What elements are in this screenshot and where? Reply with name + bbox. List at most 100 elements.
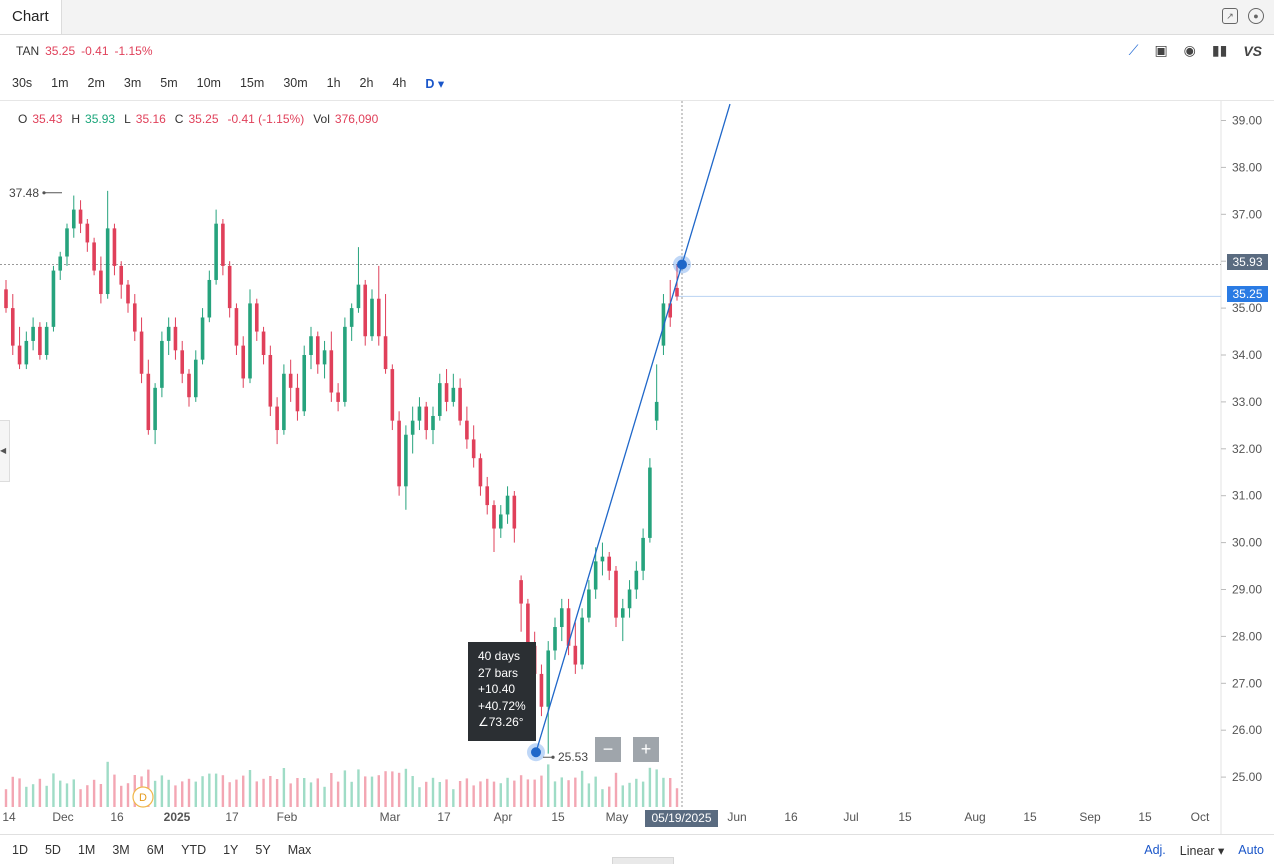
range-ytd[interactable]: YTD [181, 843, 207, 857]
candle-body [356, 284, 361, 309]
candle-body [559, 608, 564, 628]
interval-2h[interactable]: 2h [359, 76, 374, 90]
range-6m[interactable]: 6M [146, 843, 165, 857]
x-tick-label: 17 [437, 810, 451, 824]
ticker-symbol[interactable]: TAN [16, 44, 40, 58]
range-1d[interactable]: 1D [12, 843, 28, 857]
x-tick-label: May [606, 810, 629, 824]
candle-body [553, 627, 557, 651]
ohlc-legend: O 35.43 H 35.93 L 35.16 C 35.25 -0.41 (-… [18, 112, 378, 126]
scrollbar-thumb[interactable] [612, 857, 674, 864]
auto-scale-toggle[interactable]: Auto [1238, 843, 1264, 857]
volume-bar [72, 779, 75, 807]
volume-bar [208, 773, 211, 807]
interval-5m[interactable]: 5m [160, 76, 178, 90]
indicator-icon[interactable]: ▣ [1154, 42, 1168, 58]
volume-bar [181, 781, 184, 807]
scale-dropdown[interactable]: Linear ▾ [1179, 844, 1225, 858]
volume-bar [445, 779, 448, 807]
candle-body [485, 486, 490, 506]
volume-bar [336, 781, 340, 807]
range-5d[interactable]: 5D [44, 843, 61, 857]
period-high-label: 37.48 [9, 186, 39, 200]
candle-body [187, 373, 191, 398]
settings-icon[interactable]: ● [1248, 8, 1264, 24]
x-tick-label: Apr [494, 810, 513, 824]
candle-body [668, 303, 673, 318]
candle-body [634, 570, 639, 590]
range-5y[interactable]: 5Y [255, 843, 271, 857]
candle-body [24, 340, 29, 365]
candle-body [512, 495, 517, 529]
x-tick-label: Oct [1191, 810, 1210, 824]
candle-body [417, 406, 422, 421]
volume-bar [397, 772, 401, 807]
compare-button[interactable]: VS [1243, 42, 1262, 59]
volume-bar [452, 789, 455, 807]
candle-body [126, 284, 130, 304]
candle-body [343, 326, 347, 402]
volume-bar [499, 783, 502, 807]
volume-bar [289, 783, 292, 807]
interval-4h[interactable]: 4h [392, 76, 407, 90]
range-1y[interactable]: 1Y [223, 843, 239, 857]
volume-bar [160, 775, 164, 807]
candle-body [153, 387, 157, 431]
interval-1m[interactable]: 1m [51, 76, 69, 90]
x-tick-label: Sep [1079, 810, 1101, 824]
range-3m[interactable]: 3M [112, 843, 130, 857]
interval-3m[interactable]: 3m [123, 76, 142, 90]
volume-bar [526, 779, 530, 807]
zoom-out-button[interactable]: − [595, 737, 621, 762]
y-tick-label: 25.00 [1232, 770, 1262, 784]
chart-icon[interactable]: ↗ [1222, 8, 1238, 24]
volume-bar [296, 778, 299, 807]
earnings-marker-label: D [139, 792, 147, 804]
candle-body [363, 284, 368, 337]
interval-10m[interactable]: 10m [196, 76, 221, 90]
zoom-in-button[interactable]: + [633, 737, 659, 762]
volume-bar [425, 781, 428, 807]
adjusted-toggle[interactable]: Adj. [1144, 843, 1166, 857]
tab-bar: Chart ↗ ● [0, 0, 1274, 35]
volume-bar [228, 782, 231, 807]
candle-type-icon[interactable]: ▮▮ [1211, 42, 1228, 58]
candle-body [4, 289, 8, 309]
candle-body [146, 373, 151, 431]
volume-bar [126, 783, 130, 807]
x-tick-label: 17 [225, 810, 239, 824]
candle-body [383, 336, 388, 370]
candle-body [85, 223, 90, 243]
collapse-handle[interactable]: ◀ [0, 420, 10, 482]
candle-body [78, 209, 83, 224]
candle-body [654, 401, 659, 421]
volume-bar [174, 785, 177, 807]
interval-30s[interactable]: 30s [12, 76, 33, 90]
price-chart[interactable]: 25.00 26.00 27.00 28.00 29.00 30.00 31.00 32.00… [0, 101, 1274, 834]
volume-bar [262, 778, 265, 807]
volume-bar [323, 786, 326, 807]
candle-body [119, 265, 124, 285]
candle-body [397, 420, 401, 487]
volume-bar [560, 777, 563, 807]
candle-body [648, 467, 652, 538]
volume-bar [214, 773, 218, 807]
candle-body [139, 331, 144, 374]
interval-30m[interactable]: 30m [283, 76, 308, 90]
volume-bar [492, 781, 496, 807]
last-price-badge: 35.25 [1227, 286, 1268, 302]
tab-chart[interactable]: Chart [0, 0, 62, 34]
measure-pct: +40.72% [478, 698, 526, 713]
interval-2m[interactable]: 2m [87, 76, 105, 90]
interval-D[interactable]: D ▾ [425, 77, 445, 91]
interval-15m[interactable]: 15m [239, 76, 265, 90]
volume-bar [479, 781, 482, 807]
range-1m[interactable]: 1M [77, 843, 96, 857]
draw-line-icon[interactable]: ⟋ [1128, 42, 1139, 58]
range-max[interactable]: Max [287, 843, 312, 857]
candle-body [44, 326, 49, 355]
y-tick-label: 31.00 [1232, 489, 1262, 503]
open-value: 35.43 [32, 112, 63, 126]
alert-icon[interactable]: ◉ [1183, 42, 1196, 58]
interval-1h[interactable]: 1h [326, 76, 341, 90]
